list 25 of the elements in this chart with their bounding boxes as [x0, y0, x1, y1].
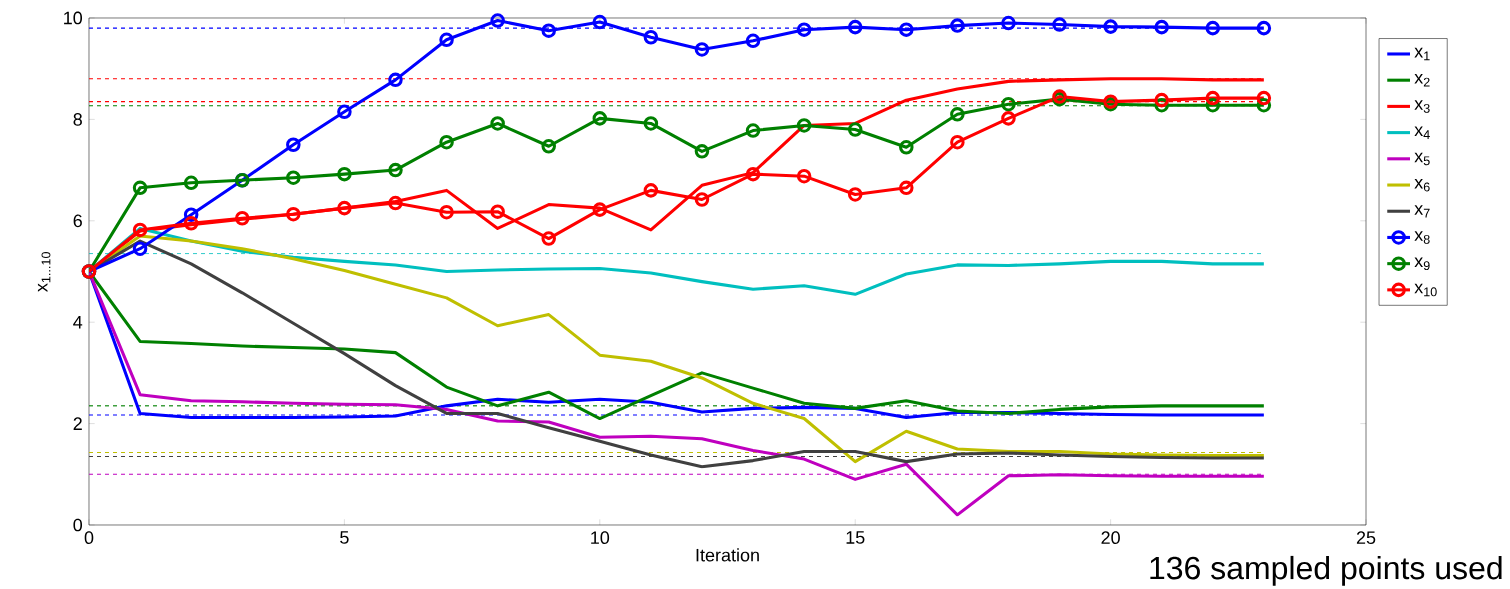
x-tick-label: 20 [1101, 531, 1120, 544]
x-tick-label: 15 [846, 531, 865, 544]
x-tick-label: 25 [1356, 531, 1376, 544]
y-tick-label: 0 [73, 518, 83, 532]
legend-label: x$_{2}$ [1414, 74, 1430, 87]
legend-label: x$_{1}$ [1414, 47, 1430, 61]
legend-label: x$_{8}$ [1414, 231, 1430, 244]
y-axis-title: x$_{1...10}$ [37, 252, 51, 292]
legend-label: x$_{6}$ [1414, 178, 1430, 192]
legend-label: x$_{10}$ [1414, 283, 1437, 297]
legend-label: x$_{5}$ [1414, 152, 1430, 166]
text: 136 sampled points used [1150, 555, 1502, 586]
x-tick-label: 0 [84, 531, 94, 544]
y-tick-label: 10 [64, 11, 83, 25]
y-tick-label: 8 [73, 113, 82, 126]
legend-label: x$_{7}$ [1414, 205, 1430, 218]
x-tick-label: 5 [340, 531, 349, 544]
legend-label: x$_{3}$ [1414, 100, 1430, 113]
y-tick-label: 4 [73, 316, 83, 329]
x-tick-label: 10 [591, 531, 610, 544]
legend-label: x$_{9}$ [1414, 257, 1430, 271]
legend-label: x$_{4}$ [1414, 126, 1430, 139]
y-tick-label: 2 [73, 417, 82, 430]
x-axis-title: Iteration [696, 548, 759, 562]
y-tick-label: 6 [73, 214, 82, 228]
